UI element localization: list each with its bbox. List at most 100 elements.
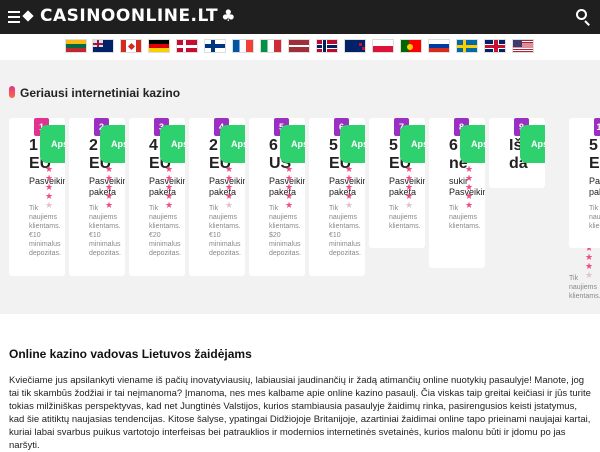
flag-se-icon[interactable] [456, 39, 478, 53]
term-line: depozitas. [329, 250, 361, 257]
star-icon: ★ [45, 182, 54, 192]
term-line: naujiems [149, 214, 178, 221]
term-line: Tik [29, 205, 39, 212]
article-heading: Online kazino vadovas Lietuvos žaidėjams [9, 347, 252, 361]
visit-button[interactable]: Aps [340, 125, 365, 163]
star-icon: ★ [345, 164, 354, 174]
term-line: €20 [149, 232, 161, 239]
flag-dk-icon[interactable] [176, 39, 198, 53]
flag-lv-icon[interactable] [288, 39, 310, 53]
star-icon: ★ [105, 200, 114, 210]
bonus-terms: Tik naujiems klientams. $20 minimalus depozit… [269, 204, 301, 258]
flag-pt-icon[interactable] [400, 39, 422, 53]
term-line: Tik [329, 205, 339, 212]
star-icon: ★ [285, 200, 294, 210]
star-icon: ★ [405, 200, 414, 210]
term-line: klientams. [29, 223, 61, 230]
term-line: Tik [89, 205, 99, 212]
star-icon: ★ [585, 252, 594, 262]
bonus-terms: Tik naujiems klientams. [569, 274, 600, 301]
section-title: Geriausi internetiniai kazino [20, 86, 181, 100]
flag-gb-icon[interactable] [484, 39, 506, 53]
club-suit-icon: ♣ [221, 6, 236, 25]
search-icon[interactable] [576, 9, 592, 26]
visit-button[interactable]: Aps [400, 125, 425, 163]
flag-fi-icon[interactable] [204, 39, 226, 53]
flag-us-icon[interactable] [512, 39, 534, 53]
visit-button[interactable]: Aps [520, 125, 545, 163]
term-line: depozitas. [269, 250, 301, 257]
star-icon: ★ [165, 200, 174, 210]
flag-ru-icon[interactable] [428, 39, 450, 53]
casino-card[interactable]: 34EUPasveikinpaketaTiknaujiemsklientams.… [129, 118, 185, 276]
flag-pl-icon[interactable] [372, 39, 394, 53]
language-flags [0, 36, 600, 56]
term-line: klientams. [589, 223, 600, 230]
star-icon: ★ [345, 191, 354, 201]
star-icon: ★ [225, 191, 234, 201]
rating-stars: ★★★★★ [165, 165, 173, 210]
star-icon: ★ [585, 261, 594, 271]
casino-card[interactable]: 86nesukirPasveikinimo paketasTiknaujiems… [429, 118, 485, 268]
rank-badge: 10 [594, 118, 600, 136]
star-icon: ★ [285, 173, 294, 183]
star-icon: ★ [105, 173, 114, 183]
visit-button[interactable]: Aps [160, 125, 185, 163]
term-line: naujiems [589, 214, 600, 221]
term-line: minimalus [29, 241, 61, 248]
star-icon: ★ [465, 182, 474, 192]
term-line: naujiems [209, 214, 238, 221]
bonus-type: sukirPasveikinimo paketas [449, 176, 485, 197]
star-icon: ★ [45, 173, 54, 183]
star-icon: ★ [465, 191, 474, 201]
term-line: minimalus [209, 241, 241, 248]
casino-card[interactable]: 11EUPasveikinimoTiknaujiemsklientams.€10… [9, 118, 65, 276]
term-line: $20 [269, 232, 281, 239]
casino-card[interactable]: 22EUPasveikinpaketaTiknaujiemsklientams.… [69, 118, 125, 276]
flag-nz-icon[interactable] [344, 39, 366, 53]
term-line: klientams. [89, 223, 121, 230]
bonus-terms: Tik naujiems klientams. [389, 204, 421, 231]
visit-button[interactable]: Aps [220, 125, 245, 163]
rating-stars: ★★★★★ [465, 165, 473, 210]
flag-fr-icon[interactable] [232, 39, 254, 53]
visit-button[interactable]: Aps [100, 125, 125, 163]
flag-it-icon[interactable] [260, 39, 282, 53]
casino-card[interactable]: 9IšdaAps [489, 118, 545, 188]
term-line: naujiems [329, 214, 358, 221]
star-icon: ★ [405, 164, 414, 174]
term-line: klientams. [209, 223, 241, 230]
star-icon: ★ [465, 164, 474, 174]
term-line: klientams. [329, 223, 361, 230]
visit-button[interactable]: Aps [40, 125, 65, 163]
site-logo[interactable]: CASINOONLINE.LT ♣ [40, 6, 236, 26]
article-paragraph: Kviečiame jus apsilankyti viename iš pač… [9, 375, 591, 451]
star-icon: ★ [165, 191, 174, 201]
flag-no-icon[interactable] [316, 39, 338, 53]
casino-card[interactable]: 56USPasveikinpaketaTiknaujiemsklientams.… [249, 118, 305, 276]
term-line: depozitas. [29, 250, 61, 257]
star-icon: ★ [585, 270, 594, 280]
term-line: Tik [149, 205, 159, 212]
visit-button[interactable]: Aps [280, 125, 305, 163]
flag-ca-icon[interactable] [120, 39, 142, 53]
bonus-terms: Tik naujiems klientams. €10 minimalus depozit… [329, 204, 361, 258]
term-line: klientams. [449, 223, 481, 230]
star-icon: ★ [165, 182, 174, 192]
visit-button[interactable]: Aps [460, 125, 485, 163]
term-line: Tik [209, 205, 219, 212]
term-line: klientams. [389, 223, 421, 230]
menu-icon[interactable] [8, 9, 34, 25]
flag-de-icon[interactable] [148, 39, 170, 53]
bonus-terms: Tik naujiems klientams. €10 minimalus depozit… [89, 204, 121, 258]
casino-card[interactable]: 65EUPasveikinpaketaTiknaujiemsklientams.… [309, 118, 365, 276]
casino-card[interactable]: 75EUPasveikinpaketaTiknaujiemsklientams.… [369, 118, 425, 248]
flag-au-icon[interactable] [92, 39, 114, 53]
flag-lt-icon[interactable] [65, 39, 87, 53]
casino-card[interactable]: 42EUPasveikinpaketaTiknaujiemsklientams.… [189, 118, 245, 276]
term-line: naujiems [569, 284, 598, 291]
